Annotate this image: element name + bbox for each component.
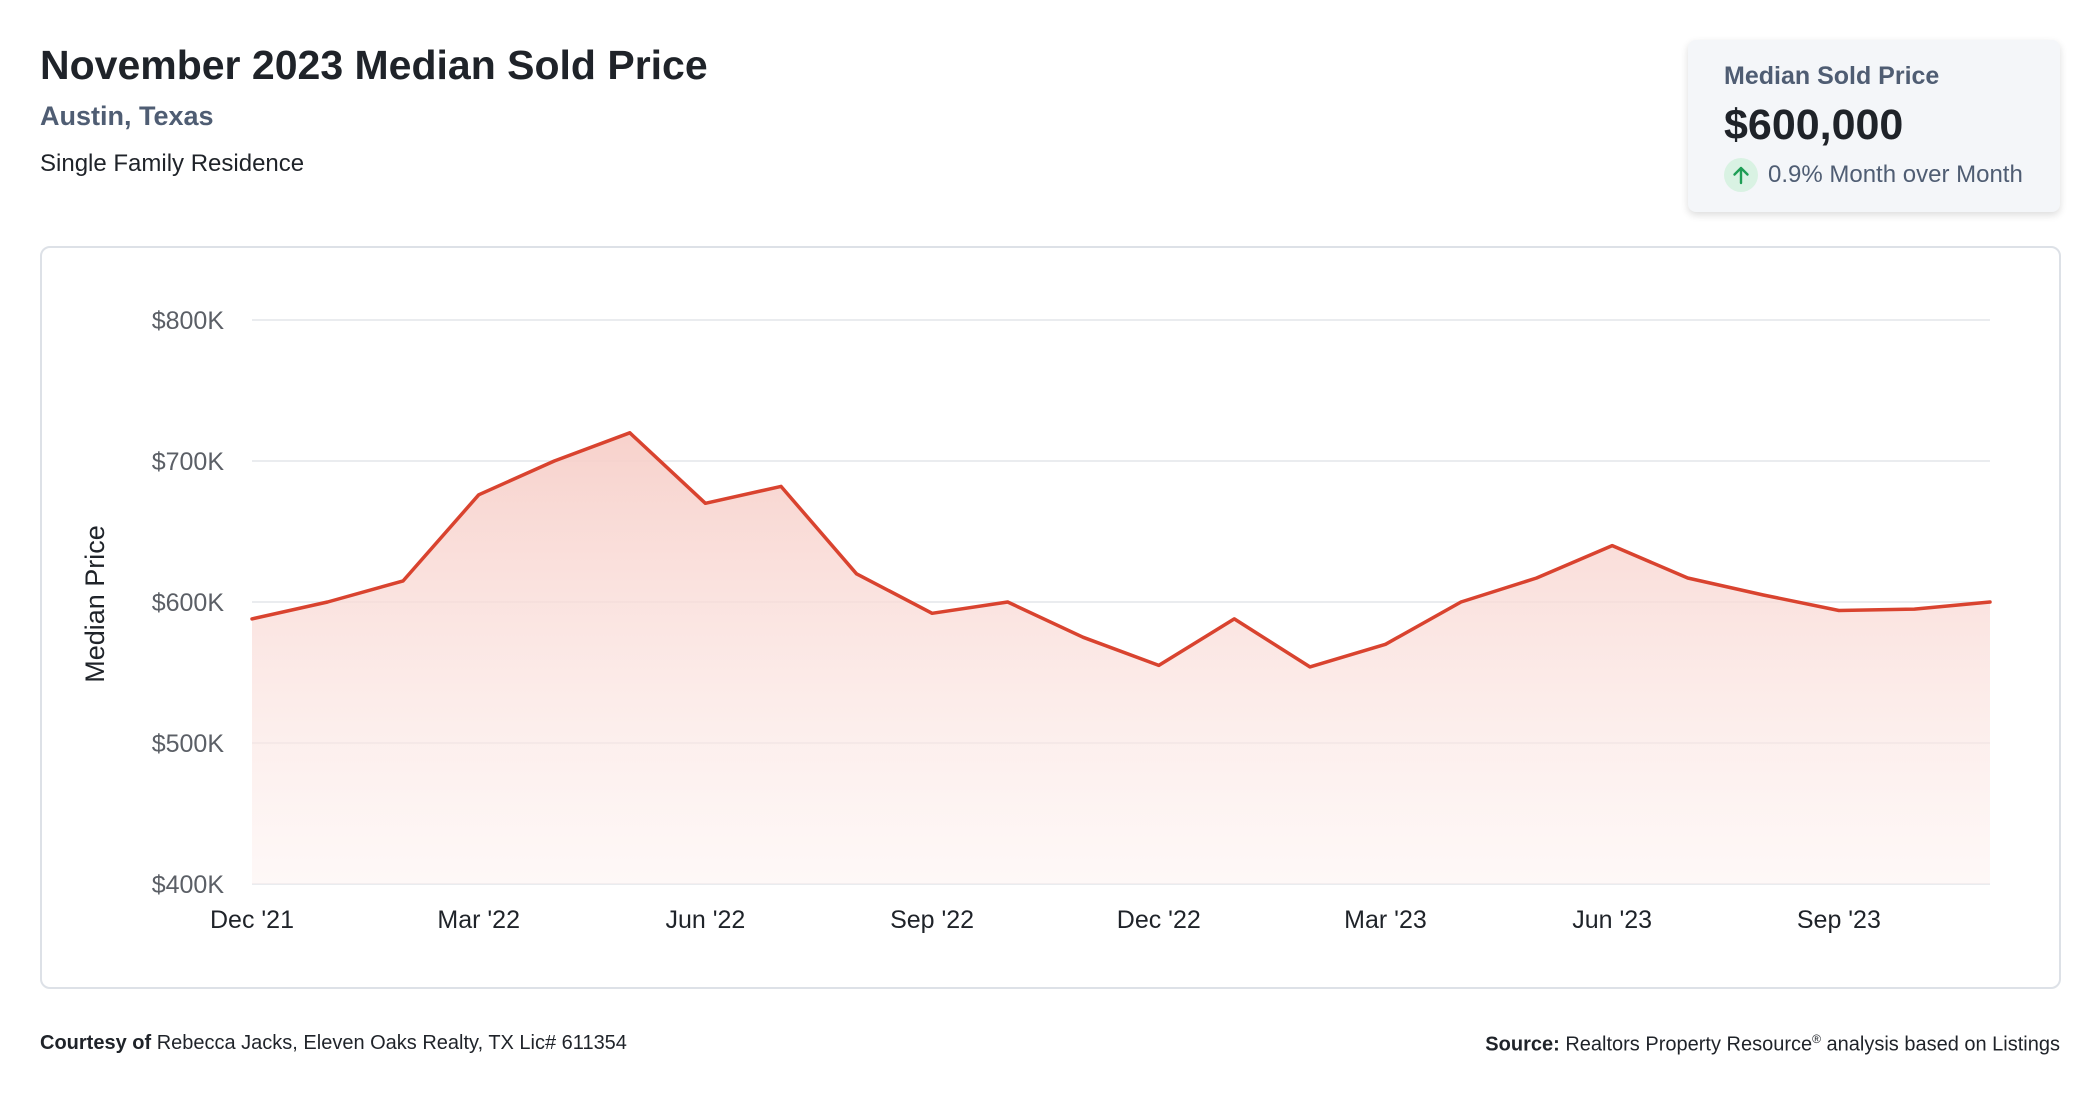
y-axis-label: Median Price [80,525,110,683]
data-point [628,431,632,435]
x-tick-label: Dec '22 [1117,906,1201,934]
data-point [1837,608,1841,612]
x-tick-label: Jun '22 [665,906,745,934]
data-point [477,493,481,497]
chart-card: $400K $500K $600K $700K $800K Dec '21 Mar '22… [40,246,2061,989]
courtesy-footer: Courtesy of Rebecca Jacks, Eleven Oaks R… [40,1032,627,1055]
source-text: Realtors Property Resource [1565,1033,1813,1056]
y-tick-label: $400K [152,871,225,899]
x-tick-label: Dec '21 [210,906,294,934]
property-type-label: Single Family Residence [40,150,305,178]
data-point [779,484,783,488]
data-point [250,617,254,621]
data-point [401,579,405,583]
data-point [1157,663,1161,667]
data-point [1912,607,1916,611]
data-point [930,611,934,615]
data-point [855,572,859,576]
x-tick-label: Sep '22 [890,906,974,934]
data-point [1232,617,1236,621]
data-point [703,501,707,505]
x-tick-label: Mar '22 [437,906,520,934]
series-line [250,431,1992,669]
stat-value: $600,000 [1724,101,1904,149]
source-footer: Source: Realtors Property Resource® anal… [1485,1032,2060,1057]
data-point [1383,642,1387,646]
source-text-post: analysis based on Listings [1826,1033,2060,1056]
stat-label: Median Sold Price [1724,62,1940,90]
data-point [1006,600,1010,604]
source-label: Source: [1485,1033,1560,1056]
courtesy-label: Courtesy of [40,1032,152,1054]
data-point [1761,593,1765,597]
data-point [1988,600,1992,604]
registered-mark: ® [1812,1032,1821,1046]
stat-change-text: 0.9% Month over Month [1768,161,2023,188]
y-tick-label: $500K [152,730,225,758]
x-tick-label: Mar '23 [1344,906,1427,934]
y-tick-label: $600K [152,589,225,617]
data-point [552,459,556,463]
data-point [326,600,330,604]
page-title: November 2023 Median Sold Price [40,42,708,88]
x-tick-label: Jun '23 [1572,906,1652,934]
data-point [1686,576,1690,580]
y-tick-label: $800K [152,307,225,335]
stat-change: 0.9% Month over Month [1724,158,2060,192]
x-tick-label: Sep '23 [1797,906,1881,934]
median-price-stat-card: Median Sold Price $600,000 0.9% Month ov… [1688,40,2060,212]
courtesy-text: Rebecca Jacks, Eleven Oaks Realty, TX Li… [156,1032,627,1054]
data-point [1081,635,1085,639]
data-point [1308,665,1312,669]
arrow-up-icon [1724,158,1758,192]
median-price-chart: $400K $500K $600K $700K $800K Dec '21 Mar '22… [80,307,1992,934]
data-point [1610,544,1614,548]
y-tick-label: $700K [152,448,225,476]
area-fill [252,432,1990,884]
header: November 2023 Median Sold Price Austin, … [40,40,708,178]
data-point [1459,600,1463,604]
location-subtitle: Austin, Texas [40,101,214,132]
data-point [1535,576,1539,580]
